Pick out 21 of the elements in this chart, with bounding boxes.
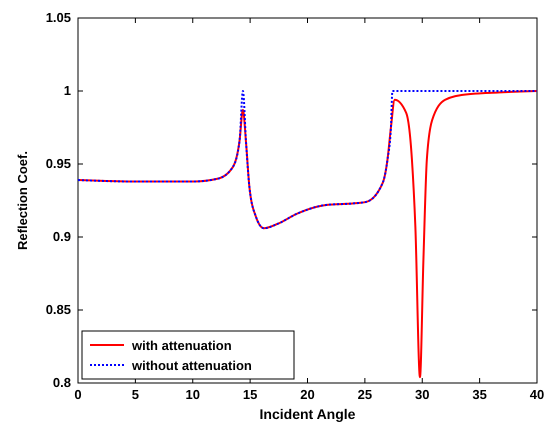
- line-series: [77, 90, 538, 378]
- x-axis-title: Incident Angle: [260, 406, 356, 422]
- x-tick-label: 10: [186, 387, 200, 402]
- y-tick-label: 0.9: [52, 229, 71, 244]
- y-axis-title: Reflection Coef.: [15, 151, 30, 250]
- x-tick-label: 30: [415, 387, 430, 402]
- x-tick-label: 15: [242, 387, 258, 402]
- x-tick-label: 0: [74, 387, 82, 402]
- y-tick-label: 0.8: [52, 375, 71, 390]
- x-tick-label: 40: [530, 387, 544, 402]
- legend-label: without attenuation: [131, 358, 252, 373]
- x-tick-label: 25: [358, 387, 372, 402]
- y-tick-label: 1: [64, 83, 71, 98]
- y-tick-label: 0.95: [46, 156, 71, 172]
- legend-label: with attenuation: [131, 338, 232, 353]
- y-tick-label: 1.05: [46, 10, 71, 26]
- y-tick-label: 0.85: [46, 302, 71, 318]
- x-tick-label: 35: [472, 387, 487, 402]
- line-series: [77, 90, 538, 230]
- x-tick-label: 5: [132, 387, 139, 402]
- x-tick-label: 20: [300, 387, 315, 402]
